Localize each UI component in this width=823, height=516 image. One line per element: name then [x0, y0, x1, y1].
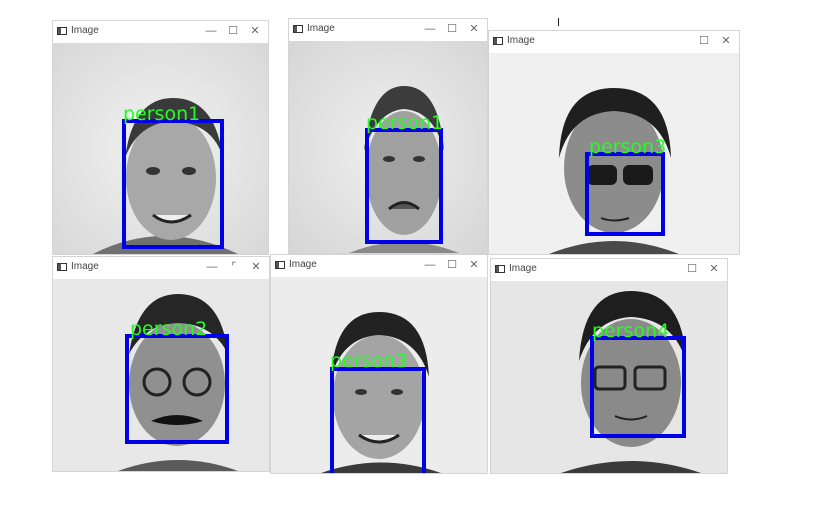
face-image: person4 [491, 281, 727, 473]
face-shape [126, 116, 216, 240]
window-title: Image [289, 259, 317, 270]
sunglasses-left [587, 165, 617, 185]
glasses-left [593, 365, 627, 391]
maximize-button[interactable]: ☐ [228, 25, 238, 37]
image-canvas: person3 [489, 53, 739, 254]
detection-label: person3 [589, 136, 666, 158]
app-icon [57, 27, 67, 35]
detection-box [590, 336, 686, 438]
image-window-5[interactable]: Image — ☐ ✕ person3 [270, 254, 488, 474]
minimize-button[interactable]: — [206, 261, 218, 273]
detection-box [330, 367, 426, 473]
minimize-button[interactable]: — [205, 25, 217, 37]
maximize-button[interactable]: ☐ [447, 259, 457, 271]
face-shape [129, 322, 225, 446]
image-canvas: person1 [53, 43, 268, 254]
window-titlebar[interactable]: Image ☐ ✕ [489, 31, 739, 53]
face-shape [581, 319, 681, 447]
maximize-button[interactable]: ⌜ [231, 261, 237, 273]
image-canvas: person1 [289, 41, 487, 253]
minimize-button[interactable]: — [424, 259, 436, 271]
minimize-button[interactable]: — [424, 23, 436, 35]
shoulders [561, 461, 701, 473]
detection-box [122, 119, 224, 249]
app-icon [493, 37, 503, 45]
maximize-button[interactable]: ☐ [687, 263, 697, 275]
close-button[interactable]: ✕ [709, 263, 719, 275]
detection-label: person4 [592, 320, 669, 342]
close-button[interactable]: ✕ [469, 259, 479, 271]
minimize-button[interactable] [663, 262, 677, 276]
detection-label: person1 [366, 112, 443, 134]
app-icon [293, 25, 303, 33]
face-image: person1 [53, 43, 268, 254]
hair [559, 88, 671, 158]
glasses-right [633, 365, 667, 391]
window-title: Image [509, 263, 537, 274]
shoulders [118, 460, 238, 471]
hair [579, 291, 686, 361]
stray-divider-line [558, 18, 559, 26]
hair [331, 312, 429, 377]
image-window-6[interactable]: Image ☐ ✕ person4 [490, 258, 728, 474]
window-titlebar[interactable]: Image — ☐ ✕ [271, 255, 487, 277]
sunglasses-right [623, 165, 653, 185]
window-title: Image [307, 23, 335, 34]
close-button[interactable]: ✕ [251, 261, 261, 273]
face-shape [366, 111, 442, 235]
window-title: Image [71, 261, 99, 272]
face-image: person2 [53, 279, 269, 471]
close-button[interactable]: ✕ [469, 23, 479, 35]
glasses-right [182, 367, 212, 397]
shoulders [321, 462, 441, 473]
window-titlebar[interactable]: Image — ☐ ✕ [53, 21, 268, 43]
window-titlebar[interactable]: Image ☐ ✕ [491, 259, 727, 281]
shoulders [549, 241, 679, 254]
app-icon [57, 263, 67, 271]
minimize-button[interactable] [675, 34, 689, 48]
face-shape [333, 335, 425, 459]
detection-label: person1 [123, 103, 200, 125]
close-button[interactable]: ✕ [721, 35, 731, 47]
window-title: Image [71, 25, 99, 36]
app-icon [495, 265, 505, 273]
image-canvas: person4 [491, 281, 727, 473]
maximize-button[interactable]: ☐ [447, 23, 457, 35]
window-titlebar[interactable]: Image — ☐ ✕ [289, 19, 487, 41]
face-image: person3 [271, 277, 487, 473]
hair [364, 86, 444, 151]
detection-label: person3 [330, 350, 407, 372]
app-icon [275, 261, 285, 269]
image-window-3[interactable]: Image ☐ ✕ person3 [488, 30, 740, 255]
detection-box [125, 334, 229, 444]
detection-box [365, 128, 443, 244]
mustache [151, 415, 203, 425]
hair [125, 98, 223, 158]
detection-label: person2 [130, 318, 207, 340]
image-canvas: person2 [53, 279, 269, 471]
glasses-left [142, 367, 172, 397]
shoulders [349, 242, 459, 253]
image-window-4[interactable]: Image — ⌜ ✕ person2 [52, 256, 270, 472]
face-image: person1 [289, 41, 487, 253]
image-window-2[interactable]: Image — ☐ ✕ person1 [288, 18, 488, 254]
hair [129, 294, 228, 354]
face-image: person3 [489, 53, 739, 254]
maximize-button[interactable]: ☐ [699, 35, 709, 47]
detection-box [585, 152, 665, 236]
image-canvas: person3 [271, 277, 487, 473]
image-window-1[interactable]: Image — ☐ ✕ person1 [52, 20, 269, 255]
window-title: Image [507, 35, 535, 46]
window-titlebar[interactable]: Image — ⌜ ✕ [53, 257, 269, 279]
close-button[interactable]: ✕ [250, 25, 260, 37]
